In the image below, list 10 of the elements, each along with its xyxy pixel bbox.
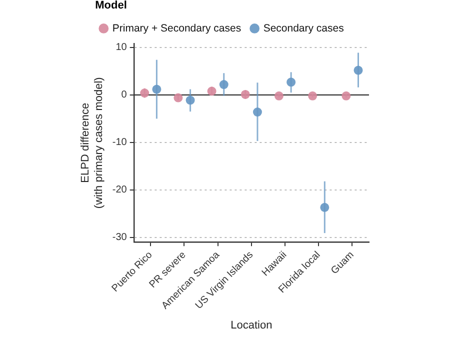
legend-label: Secondary cases [263, 22, 344, 34]
y-tick-label: 0 [121, 90, 128, 101]
y-tick-label: -20 [112, 184, 128, 196]
legend-label: Primary + Secondary cases [112, 22, 242, 34]
y-tick-label: -30 [112, 232, 128, 244]
y-tick-label: 10 [116, 42, 128, 54]
y-axis-title: ELPD difference (with primary cases model) [80, 77, 105, 209]
x-axis-title: Location [230, 319, 272, 332]
y-tick-label: -10 [112, 137, 128, 148]
legend-title: Model [95, 0, 127, 12]
